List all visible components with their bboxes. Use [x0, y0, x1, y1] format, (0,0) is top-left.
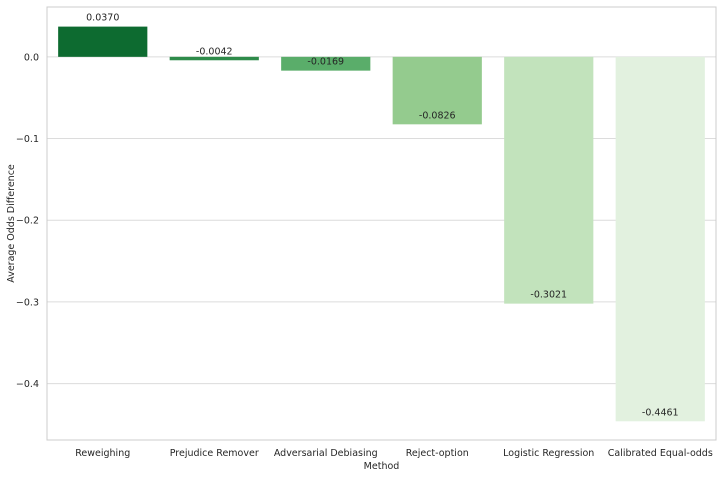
bar	[58, 26, 148, 57]
bar	[504, 56, 594, 304]
x-tick-label: Reject-option	[406, 448, 469, 459]
data-label: -0.3021	[530, 290, 567, 301]
data-label: -0.4461	[642, 407, 679, 418]
x-tick-label: Calibrated Equal-odds	[608, 448, 713, 459]
y-tick-label: −0.2	[16, 216, 39, 227]
x-tick-labels: Reweighing Prejudice Remover Adversarial D…	[75, 448, 713, 459]
y-tick-label: −0.4	[16, 379, 39, 390]
y-tick-label: −0.3	[16, 297, 39, 308]
x-tick-label: Adversarial Debiasing	[274, 448, 378, 459]
plot-frame	[46, 6, 717, 441]
bar	[392, 56, 482, 125]
x-tick-label: Reweighing	[75, 448, 130, 459]
y-tick-label: −0.1	[16, 134, 39, 145]
bars	[58, 26, 705, 422]
y-axis-title: Average Odds Difference	[6, 164, 17, 283]
bar	[615, 56, 705, 422]
data-label: -0.0169	[307, 57, 344, 68]
data-labels: 0.0370 -0.0042 -0.0169 -0.0826 -0.3021 -0.446…	[86, 13, 678, 419]
y-tick-labels: 0.0 −0.1 −0.2 −0.3 −0.4	[16, 52, 39, 390]
bar	[281, 56, 371, 71]
x-tick-label: Prejudice Remover	[170, 448, 259, 459]
x-axis-title: Method	[364, 461, 400, 472]
data-label: 0.0370	[86, 13, 119, 24]
data-label: -0.0042	[196, 46, 233, 57]
grid-lines	[47, 56, 716, 385]
x-tick-label: Logistic Regression	[503, 448, 594, 459]
data-label: -0.0826	[419, 110, 456, 121]
y-tick-label: 0.0	[24, 52, 39, 63]
bar	[169, 56, 259, 61]
